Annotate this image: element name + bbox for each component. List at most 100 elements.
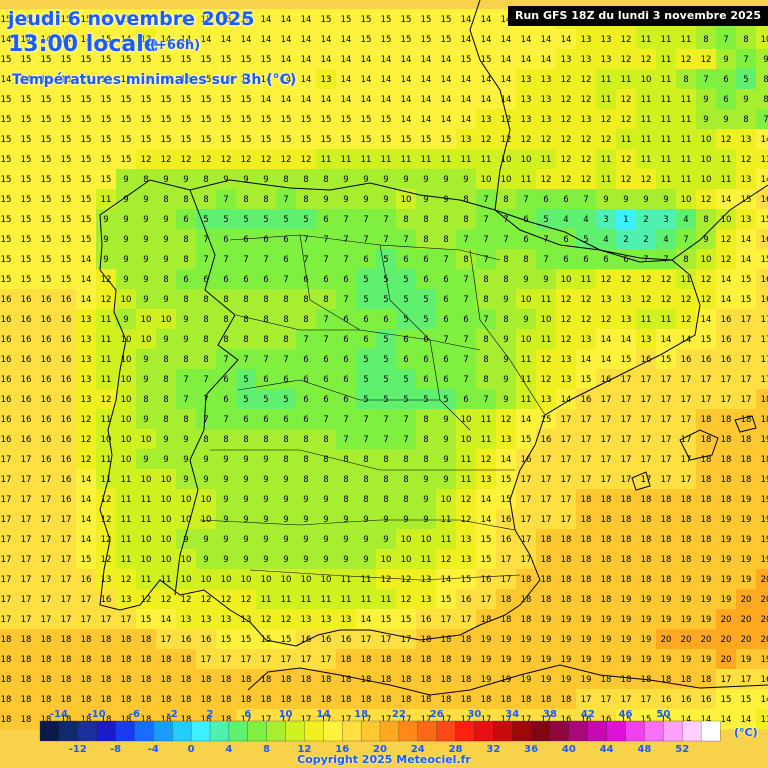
grid-value: 18 — [601, 595, 612, 605]
temperature-cell — [376, 29, 397, 50]
grid-value: 11 — [381, 155, 392, 165]
temperature-cell — [216, 89, 237, 110]
temperature-cell — [436, 189, 457, 210]
grid-value: 10 — [201, 575, 212, 585]
temperature-cell — [676, 269, 697, 290]
temperature-cell — [36, 289, 57, 310]
grid-value: 17 — [21, 535, 32, 545]
grid-value: 14 — [721, 275, 732, 285]
temperature-cell — [296, 69, 317, 90]
grid-value: 11 — [321, 595, 332, 605]
temperature-cell — [596, 229, 617, 250]
temperature-cell — [756, 189, 768, 210]
temperature-cell — [216, 389, 237, 410]
temperature-cell — [196, 429, 217, 450]
grid-value: 18 — [241, 675, 252, 685]
grid-value: 8 — [343, 495, 348, 505]
legend-tick-top: 22 — [392, 709, 406, 720]
grid-value: 17 — [721, 675, 732, 685]
grid-value: 14 — [461, 95, 472, 105]
grid-value: 15 — [101, 115, 112, 125]
grid-value: 5 — [263, 395, 268, 405]
grid-value: 9 — [323, 535, 328, 545]
grid-value: 2 — [643, 215, 648, 225]
temperature-cell — [0, 329, 17, 350]
grid-value: 17 — [41, 615, 52, 625]
temperature-cell — [516, 269, 537, 290]
temperature-cell — [736, 129, 757, 150]
grid-value: 12 — [581, 75, 592, 85]
grid-value: 18 — [621, 515, 632, 525]
temperature-cell — [216, 169, 237, 190]
grid-value: 12 — [681, 315, 692, 325]
temperature-cell — [696, 169, 717, 190]
grid-value: 17 — [681, 395, 692, 405]
temperature-cell — [0, 389, 17, 410]
grid-value: 7 — [463, 335, 468, 345]
grid-value: 18 — [201, 695, 212, 705]
temperature-cell — [276, 189, 297, 210]
temperature-cell — [376, 109, 397, 130]
grid-value: 16 — [21, 315, 32, 325]
grid-value: 16 — [301, 635, 312, 645]
temperature-cell — [736, 89, 757, 110]
grid-value: 8 — [323, 435, 328, 445]
grid-value: 12 — [261, 615, 272, 625]
grid-value: 8 — [163, 355, 168, 365]
grid-value: 18 — [641, 555, 652, 565]
legend-swatch — [172, 720, 192, 742]
temperature-cell — [176, 289, 197, 310]
grid-value: 6 — [343, 355, 348, 365]
grid-value: 19 — [481, 655, 492, 665]
grid-value: 10 — [281, 575, 292, 585]
temperature-cell — [636, 389, 657, 410]
grid-value: 10 — [501, 175, 512, 185]
grid-value: 15 — [81, 155, 92, 165]
temperature-cell — [536, 129, 557, 150]
temperature-cell — [116, 169, 137, 190]
grid-value: 7 — [483, 395, 488, 405]
grid-value: 17 — [21, 495, 32, 505]
grid-value: 17 — [501, 555, 512, 565]
temperature-cell — [476, 309, 497, 330]
grid-value: 17 — [201, 655, 212, 665]
grid-value: 15 — [341, 115, 352, 125]
temperature-cell — [356, 469, 377, 490]
temperature-cell — [0, 69, 17, 90]
temperature-cell — [756, 409, 768, 430]
temperature-cell — [756, 229, 768, 250]
temperature-cell — [116, 409, 137, 430]
temperature-cell — [96, 469, 117, 490]
temperature-cell — [576, 409, 597, 430]
grid-value: 5 — [443, 395, 448, 405]
grid-value: 15 — [721, 695, 732, 705]
temperature-cell — [136, 389, 157, 410]
temperature-cell — [556, 329, 577, 350]
temperature-cell — [236, 29, 257, 50]
grid-value: 10 — [481, 175, 492, 185]
grid-value: 9 — [143, 235, 148, 245]
grid-value: 7 — [203, 235, 208, 245]
grid-value: 15 — [441, 15, 452, 25]
grid-value: 15 — [241, 635, 252, 645]
grid-value: 12 — [81, 455, 92, 465]
temperature-cell — [276, 9, 297, 30]
grid-value: 7 — [223, 195, 228, 205]
grid-value: 17 — [581, 415, 592, 425]
temperature-cell — [316, 349, 337, 370]
grid-value: 9 — [203, 535, 208, 545]
temperature-cell — [156, 349, 177, 370]
temperature-cell — [696, 149, 717, 170]
temperature-cell — [416, 289, 437, 310]
temperature-cell — [216, 69, 237, 90]
grid-value: 6 — [343, 275, 348, 285]
grid-value: 14 — [341, 75, 352, 85]
grid-value: 12 — [741, 155, 752, 165]
grid-value: 18 — [81, 635, 92, 645]
grid-value: 17 — [721, 395, 732, 405]
grid-value: 6 — [263, 275, 268, 285]
temperature-cell — [516, 409, 537, 430]
grid-value: 11 — [121, 555, 132, 565]
grid-value: 7 — [543, 255, 548, 265]
